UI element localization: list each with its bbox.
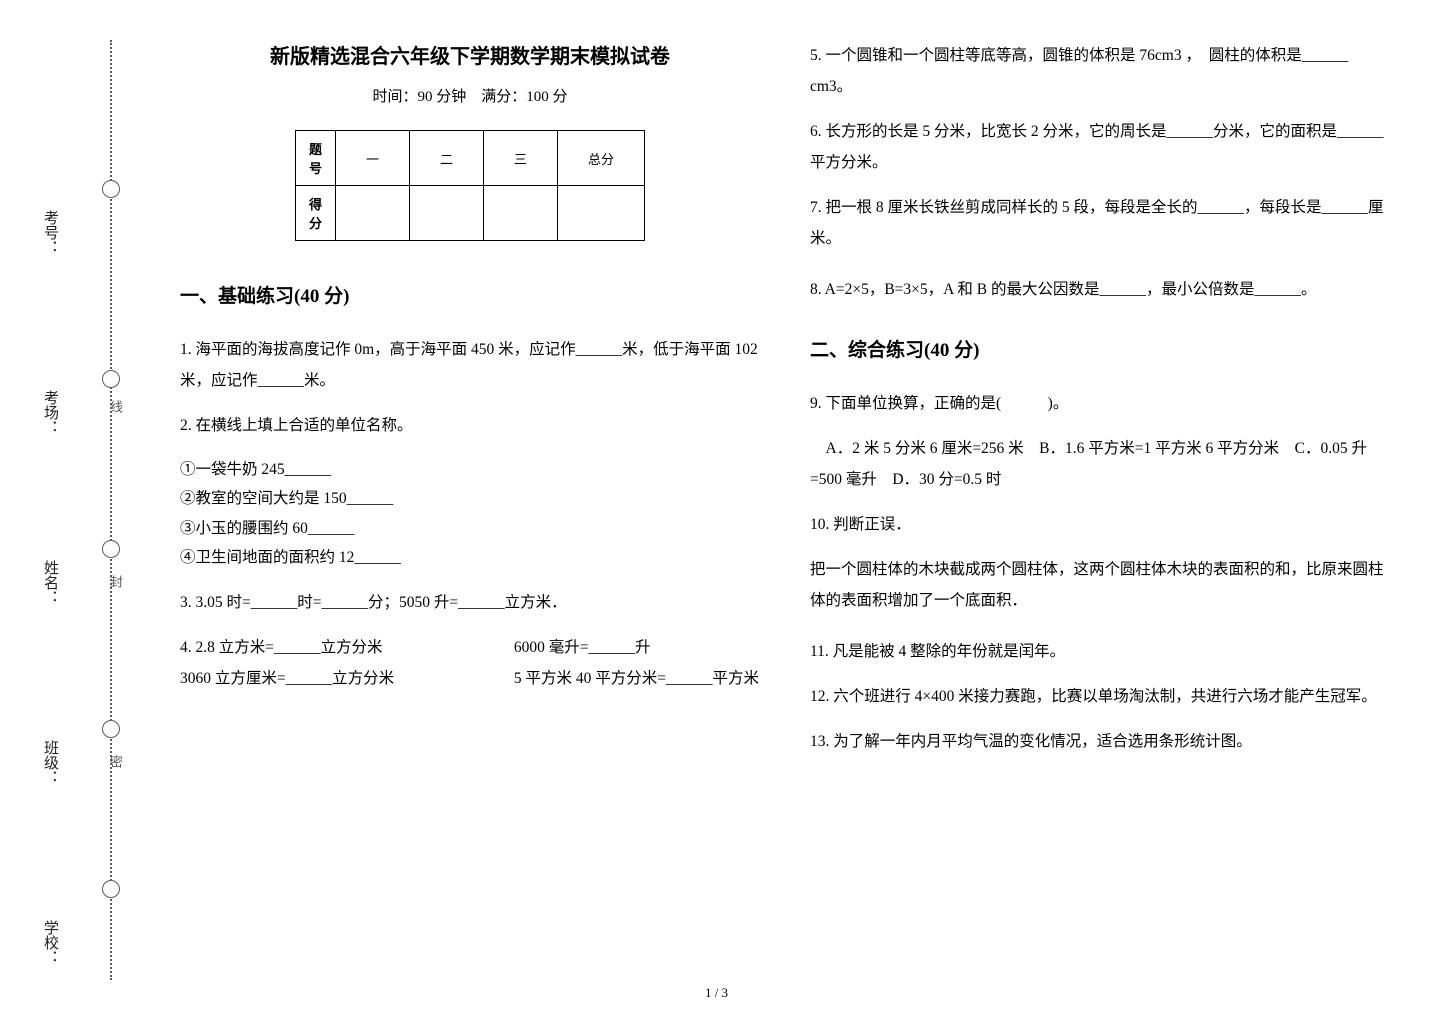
binding-circle-icon [102, 540, 120, 558]
score-cell [409, 186, 483, 241]
label-number: 考号： [40, 210, 61, 255]
row-header: 题号 [295, 131, 335, 186]
score-cell [558, 186, 645, 241]
col-header: 总分 [558, 131, 645, 186]
question-4b: 6000 毫升=______升 [514, 639, 651, 656]
question-7: 7. 把一根 8 厘米长铁丝剪成同样长的 5 段，每段是全长的______，每段… [810, 192, 1390, 254]
question-2d: ④卫生间地面的面积约 12______ [180, 543, 760, 572]
question-2c: ③小玉的腰围约 60______ [180, 514, 760, 543]
right-column: 5. 一个圆锥和一个圆柱等底等高，圆锥的体积是 76cm3 ， 圆柱的体积是__… [810, 40, 1390, 970]
score-table: 题号 一 二 三 总分 得分 [295, 130, 645, 241]
score-cell [484, 186, 558, 241]
binding-circle-icon [102, 370, 120, 388]
question-8: 8. A=2×5，B=3×5，A 和 B 的最大公因数是______，最小公倍数… [810, 274, 1390, 305]
question-6: 6. 长方形的长是 5 分米，比宽长 2 分米，它的周长是______分米，它的… [810, 116, 1390, 178]
question-2a: ①一袋牛奶 245______ [180, 455, 760, 484]
label-room: 考场： [40, 390, 61, 435]
page-number: 1 / 3 [705, 985, 728, 1001]
exam-subtitle: 时间：90 分钟 满分：100 分 [180, 85, 760, 106]
question-4c: 3060 立方厘米=______立方分米 [180, 663, 510, 694]
question-4a: 4. 2.8 立方米=______立方分米 [180, 632, 510, 663]
question-3: 3. 3.05 时=______时=______分；5050 升=______立… [180, 587, 760, 618]
question-11: 11. 凡是能被 4 整除的年份就是闰年。 [810, 636, 1390, 667]
col-header: 二 [409, 131, 483, 186]
question-5: 5. 一个圆锥和一个圆柱等底等高，圆锥的体积是 76cm3 ， 圆柱的体积是__… [810, 40, 1390, 102]
question-9: 9. 下面单位换算，正确的是( )。 [810, 388, 1390, 419]
section-heading-1: 一、基础练习(40 分) [180, 281, 760, 308]
binding-circle-icon [102, 880, 120, 898]
col-header: 三 [484, 131, 558, 186]
question-13: 13. 为了解一年内月平均气温的变化情况，适合选用条形统计图。 [810, 726, 1390, 757]
label-class: 班级： [40, 740, 61, 785]
label-school: 学校： [40, 920, 61, 965]
question-4: 4. 2.8 立方米=______立方分米 6000 毫升=______升 30… [180, 632, 760, 694]
question-9-options: A．2 米 5 分米 6 厘米=256 米 B．1.6 平方米=1 平方米 6 … [810, 433, 1390, 495]
score-cell [335, 186, 409, 241]
question-10: 10. 判断正误． [810, 509, 1390, 540]
binding-text-seg: 封 [106, 575, 125, 596]
table-row: 题号 一 二 三 总分 [295, 131, 644, 186]
row-header: 得分 [295, 186, 335, 241]
question-12: 12. 六个班进行 4×400 米接力赛跑，比赛以单场淘汰制，共进行六场才能产生… [810, 681, 1390, 712]
binding-text-seg: 密 [106, 755, 125, 776]
binding-margin: 学校： 班级： 姓名： 考场： 考号： 线 封 密 [40, 0, 150, 1011]
binding-circle-icon [102, 180, 120, 198]
content-area: 新版精选混合六年级下学期数学期末模拟试卷 时间：90 分钟 满分：100 分 题… [180, 40, 1390, 970]
question-10-body: 把一个圆柱体的木块截成两个圆柱体，这两个圆柱体木块的表面积的和，比原来圆柱体的表… [810, 554, 1390, 616]
binding-circle-icon [102, 720, 120, 738]
question-2b: ②教室的空间大约是 150______ [180, 484, 760, 513]
question-2: 2. 在横线上填上合适的单位名称。 [180, 410, 760, 441]
table-row: 得分 [295, 186, 644, 241]
col-header: 一 [335, 131, 409, 186]
question-4d: 5 平方米 40 平方分米=______平方米 [514, 670, 759, 687]
question-1: 1. 海平面的海拔高度记作 0m，高于海平面 450 米，应记作______米，… [180, 334, 760, 396]
binding-text-seg: 线 [106, 400, 125, 421]
left-column: 新版精选混合六年级下学期数学期末模拟试卷 时间：90 分钟 满分：100 分 题… [180, 40, 760, 970]
section-heading-2: 二、综合练习(40 分) [810, 335, 1390, 362]
exam-title: 新版精选混合六年级下学期数学期末模拟试卷 [180, 40, 760, 69]
label-name: 姓名： [40, 560, 61, 605]
